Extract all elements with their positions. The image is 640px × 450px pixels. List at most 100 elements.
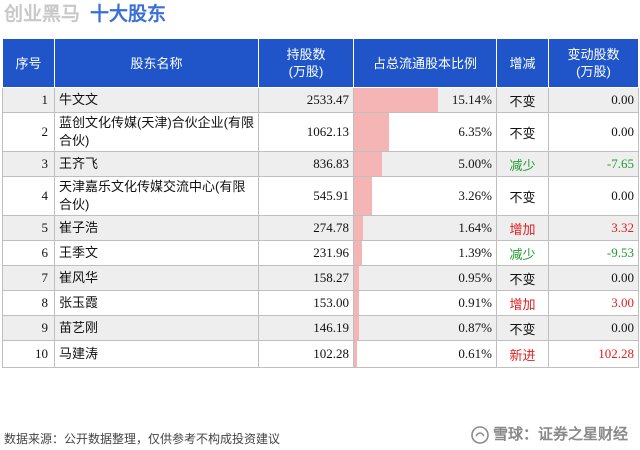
share-ratio-value: 1.39%: [458, 245, 492, 260]
share-ratio-value: 15.14%: [451, 92, 492, 107]
share-ratio-value: 0.95%: [458, 270, 492, 285]
shares-held: 274.78: [258, 215, 354, 241]
shares-held: 545.91: [258, 176, 354, 216]
share-ratio-bar: [354, 88, 438, 112]
shares-held: 146.19: [258, 315, 354, 341]
change-amount: 0.00: [548, 112, 639, 152]
snowball-logo-icon: [471, 426, 489, 444]
table-body: 1 牛文文 2533.47 15.14% 不变 0.00 2 蓝创文化传媒(天津)合伙企业(有…: [2, 87, 639, 368]
table-row: 7 崔风华 158.27 0.95% 不变 0.00: [2, 265, 639, 291]
col-header-shares: 持股数 (万股): [258, 38, 354, 88]
change-amount: 3.00: [548, 290, 639, 316]
share-ratio: 0.95%: [353, 265, 497, 291]
share-ratio-bar: [354, 316, 359, 340]
row-index: 4: [2, 176, 55, 216]
share-ratio: 5.00%: [353, 151, 497, 177]
row-index: 8: [2, 290, 55, 316]
shares-held: 836.83: [258, 151, 354, 177]
change-amount: 0.00: [548, 176, 639, 216]
share-ratio-value: 5.00%: [458, 156, 492, 171]
share-ratio-value: 6.35%: [458, 124, 492, 139]
share-ratio-value: 0.91%: [458, 295, 492, 310]
shareholder-table: 序号 股东名称 持股数 (万股) 占总流通股本比例 增减 变动股数 (万股) 1…: [2, 38, 639, 368]
share-ratio-bar: [354, 177, 373, 215]
share-ratio: 0.87%: [353, 315, 497, 341]
page-subtitle: 十大股东: [90, 4, 167, 25]
shareholder-name: 崔子浩: [54, 215, 259, 241]
row-index: 7: [2, 265, 55, 291]
table-header-row: 序号 股东名称 持股数 (万股) 占总流通股本比例 增减 变动股数 (万股): [2, 38, 639, 88]
shareholder-name: 崔风华: [54, 265, 259, 291]
share-ratio-bar: [354, 113, 390, 151]
share-ratio-value: 0.87%: [458, 320, 492, 335]
change-amount: 0.00: [548, 265, 639, 291]
page-title: 创业黑马 十大股东: [4, 0, 166, 32]
table-row: 6 王季文 231.96 1.39% 减少 -9.53: [2, 240, 639, 266]
table-row: 8 张玉霞 153.00 0.91% 增加 3.00: [2, 290, 639, 316]
col-header-change: 增减: [496, 38, 549, 88]
row-index: 1: [2, 87, 55, 113]
change-amount: 102.28: [548, 340, 639, 368]
row-index: 2: [2, 112, 55, 152]
change-status: 增加: [496, 290, 549, 316]
change-amount: 0.00: [548, 315, 639, 341]
change-status: 减少: [496, 151, 549, 177]
shareholder-name: 天津嘉乐文化传媒交流中心(有限合伙): [54, 176, 259, 216]
col-header-name: 股东名称: [54, 38, 259, 88]
change-amount: 3.32: [548, 215, 639, 241]
shareholder-name: 苗艺刚: [54, 315, 259, 341]
data-source-note: 数据来源：公开数据整理，仅供参考不构成投资建议: [4, 432, 281, 446]
share-ratio: 3.26%: [353, 176, 497, 216]
change-status: 不变: [496, 265, 549, 291]
share-ratio: 15.14%: [353, 87, 497, 113]
brand-watermark: 雪球：证券之星财经: [471, 423, 628, 444]
share-ratio-value: 1.64%: [458, 220, 492, 235]
row-index: 6: [2, 240, 55, 266]
table-row: 3 王齐飞 836.83 5.00% 减少 -7.65: [2, 151, 639, 177]
shareholder-name: 王季文: [54, 240, 259, 266]
shares-held: 231.96: [258, 240, 354, 266]
shareholder-name: 牛文文: [54, 87, 259, 113]
row-index: 5: [2, 215, 55, 241]
col-header-ratio: 占总流通股本比例: [353, 38, 497, 88]
table-row: 9 苗艺刚 146.19 0.87% 不变 0.00: [2, 315, 639, 341]
change-status: 不变: [496, 87, 549, 113]
change-status: 不变: [496, 112, 549, 152]
row-index: 10: [2, 340, 55, 368]
share-ratio: 1.64%: [353, 215, 497, 241]
change-amount: -7.65: [548, 151, 639, 177]
change-status: 减少: [496, 240, 549, 266]
share-ratio: 0.91%: [353, 290, 497, 316]
shareholder-name: 张玉霞: [54, 290, 259, 316]
shares-held: 158.27: [258, 265, 354, 291]
share-ratio-value: 0.61%: [458, 346, 492, 361]
share-ratio-bar: [354, 152, 382, 176]
brand-text: 雪球：证券之星财经: [492, 426, 628, 443]
shares-held: 1062.13: [258, 112, 354, 152]
col-header-delta: 变动股数 (万股): [548, 38, 639, 88]
share-ratio: 0.61%: [353, 340, 497, 368]
change-status: 增加: [496, 215, 549, 241]
row-index: 3: [2, 151, 55, 177]
table-row: 2 蓝创文化传媒(天津)合伙企业(有限合伙) 1062.13 6.35% 不变 0.00: [2, 112, 639, 152]
shareholder-name: 王齐飞: [54, 151, 259, 177]
share-ratio-bar: [354, 241, 362, 265]
share-ratio-bar: [354, 291, 359, 315]
change-amount: -9.53: [548, 240, 639, 266]
col-header-index: 序号: [2, 38, 55, 88]
share-ratio: 6.35%: [353, 112, 497, 152]
row-index: 9: [2, 315, 55, 341]
shares-held: 153.00: [258, 290, 354, 316]
shares-held: 2533.47: [258, 87, 354, 113]
share-ratio-value: 3.26%: [458, 188, 492, 203]
share-ratio: 1.39%: [353, 240, 497, 266]
change-amount: 0.00: [548, 87, 639, 113]
shareholder-name: 蓝创文化传媒(天津)合伙企业(有限合伙): [54, 112, 259, 152]
share-ratio-bar: [354, 266, 360, 290]
table-row: 4 天津嘉乐文化传媒交流中心(有限合伙) 545.91 3.26% 不变 0.00: [2, 176, 639, 216]
change-status: 新进: [496, 340, 549, 368]
table-row: 1 牛文文 2533.47 15.14% 不变 0.00: [2, 87, 639, 113]
share-ratio-bar: [354, 341, 358, 367]
table-row: 10 马建涛 102.28 0.61% 新进 102.28: [2, 340, 639, 368]
change-status: 不变: [496, 315, 549, 341]
